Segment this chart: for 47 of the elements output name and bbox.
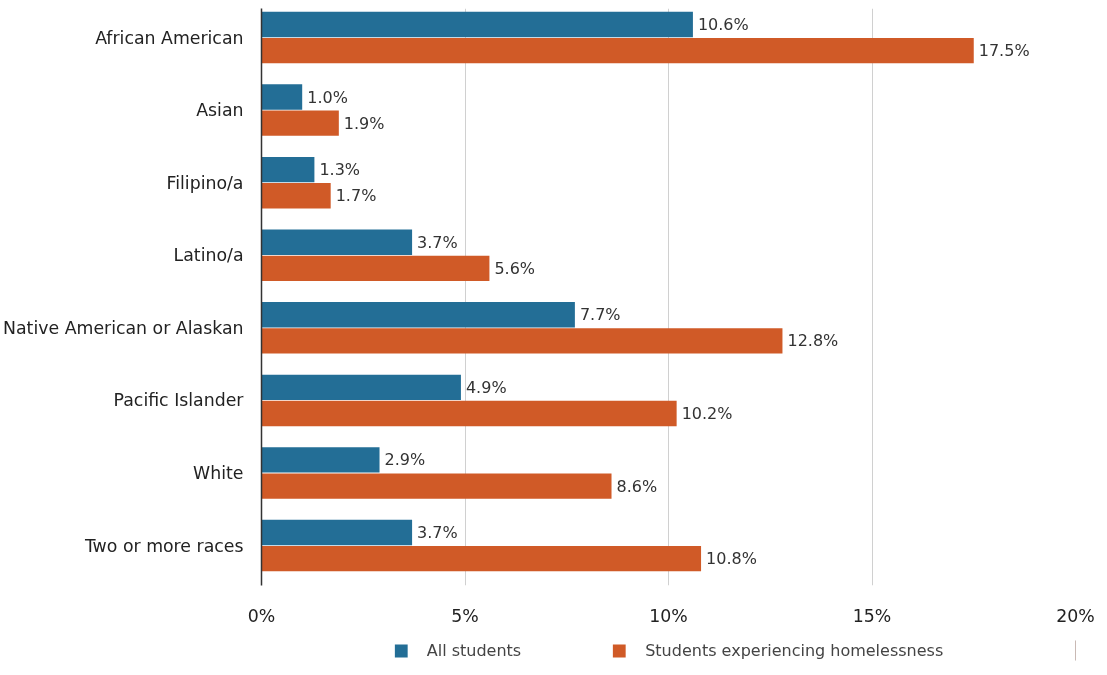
x-tick-label: 15%	[852, 605, 892, 626]
y-tick-label: Filipino/a	[166, 172, 244, 193]
bar	[261, 302, 575, 328]
bar	[261, 545, 702, 572]
data-label: 4.9%	[465, 377, 507, 397]
x-tick-label: 5%	[451, 605, 479, 626]
x-tick-label: 10%	[649, 605, 688, 626]
y-tick-label: African American	[95, 27, 244, 48]
bar	[261, 519, 413, 546]
data-label: 12.8%	[787, 331, 839, 351]
data-label: 10.6%	[697, 14, 749, 34]
bar	[261, 37, 974, 64]
data-label: 1.3%	[319, 160, 361, 180]
bar	[261, 183, 331, 209]
bar	[261, 84, 303, 110]
data-label: 3.7%	[417, 523, 458, 543]
bar	[261, 110, 339, 136]
data-label: 3.7%	[417, 232, 458, 252]
data-label: 10.2%	[681, 403, 733, 423]
y-tick-label: Latino/a	[173, 245, 244, 266]
bar	[261, 447, 380, 473]
data-label: 2.9%	[384, 450, 426, 470]
bar	[261, 473, 612, 499]
bar	[261, 11, 693, 38]
data-label: 1.9%	[343, 113, 385, 133]
y-tick-label: White	[193, 463, 244, 483]
bar	[261, 400, 677, 427]
data-label: 8.6%	[616, 476, 658, 496]
bar	[261, 374, 461, 401]
data-label: 1.0%	[307, 87, 348, 107]
legend-label: Students experiencing homelessness	[645, 640, 944, 660]
bar	[261, 229, 413, 255]
x-tick-label: 20%	[1056, 605, 1095, 626]
data-label: 10.8%	[706, 549, 757, 569]
bar	[261, 255, 490, 281]
x-tick-label: 0%	[247, 605, 276, 626]
y-tick-label: Pacific Islander	[113, 390, 245, 411]
y-tick-label: Two or more races	[83, 535, 244, 556]
bar	[261, 156, 315, 183]
bar	[261, 328, 783, 354]
y-tick-label: Native American or Alaskan	[3, 317, 244, 338]
legend-label: All students	[426, 640, 522, 660]
data-label: 1.7%	[335, 186, 377, 206]
data-label: 5.6%	[494, 258, 536, 278]
y-tick-label: Asian	[196, 100, 244, 121]
data-label: 7.7%	[579, 305, 621, 325]
data-label: 17.5%	[978, 41, 1030, 61]
